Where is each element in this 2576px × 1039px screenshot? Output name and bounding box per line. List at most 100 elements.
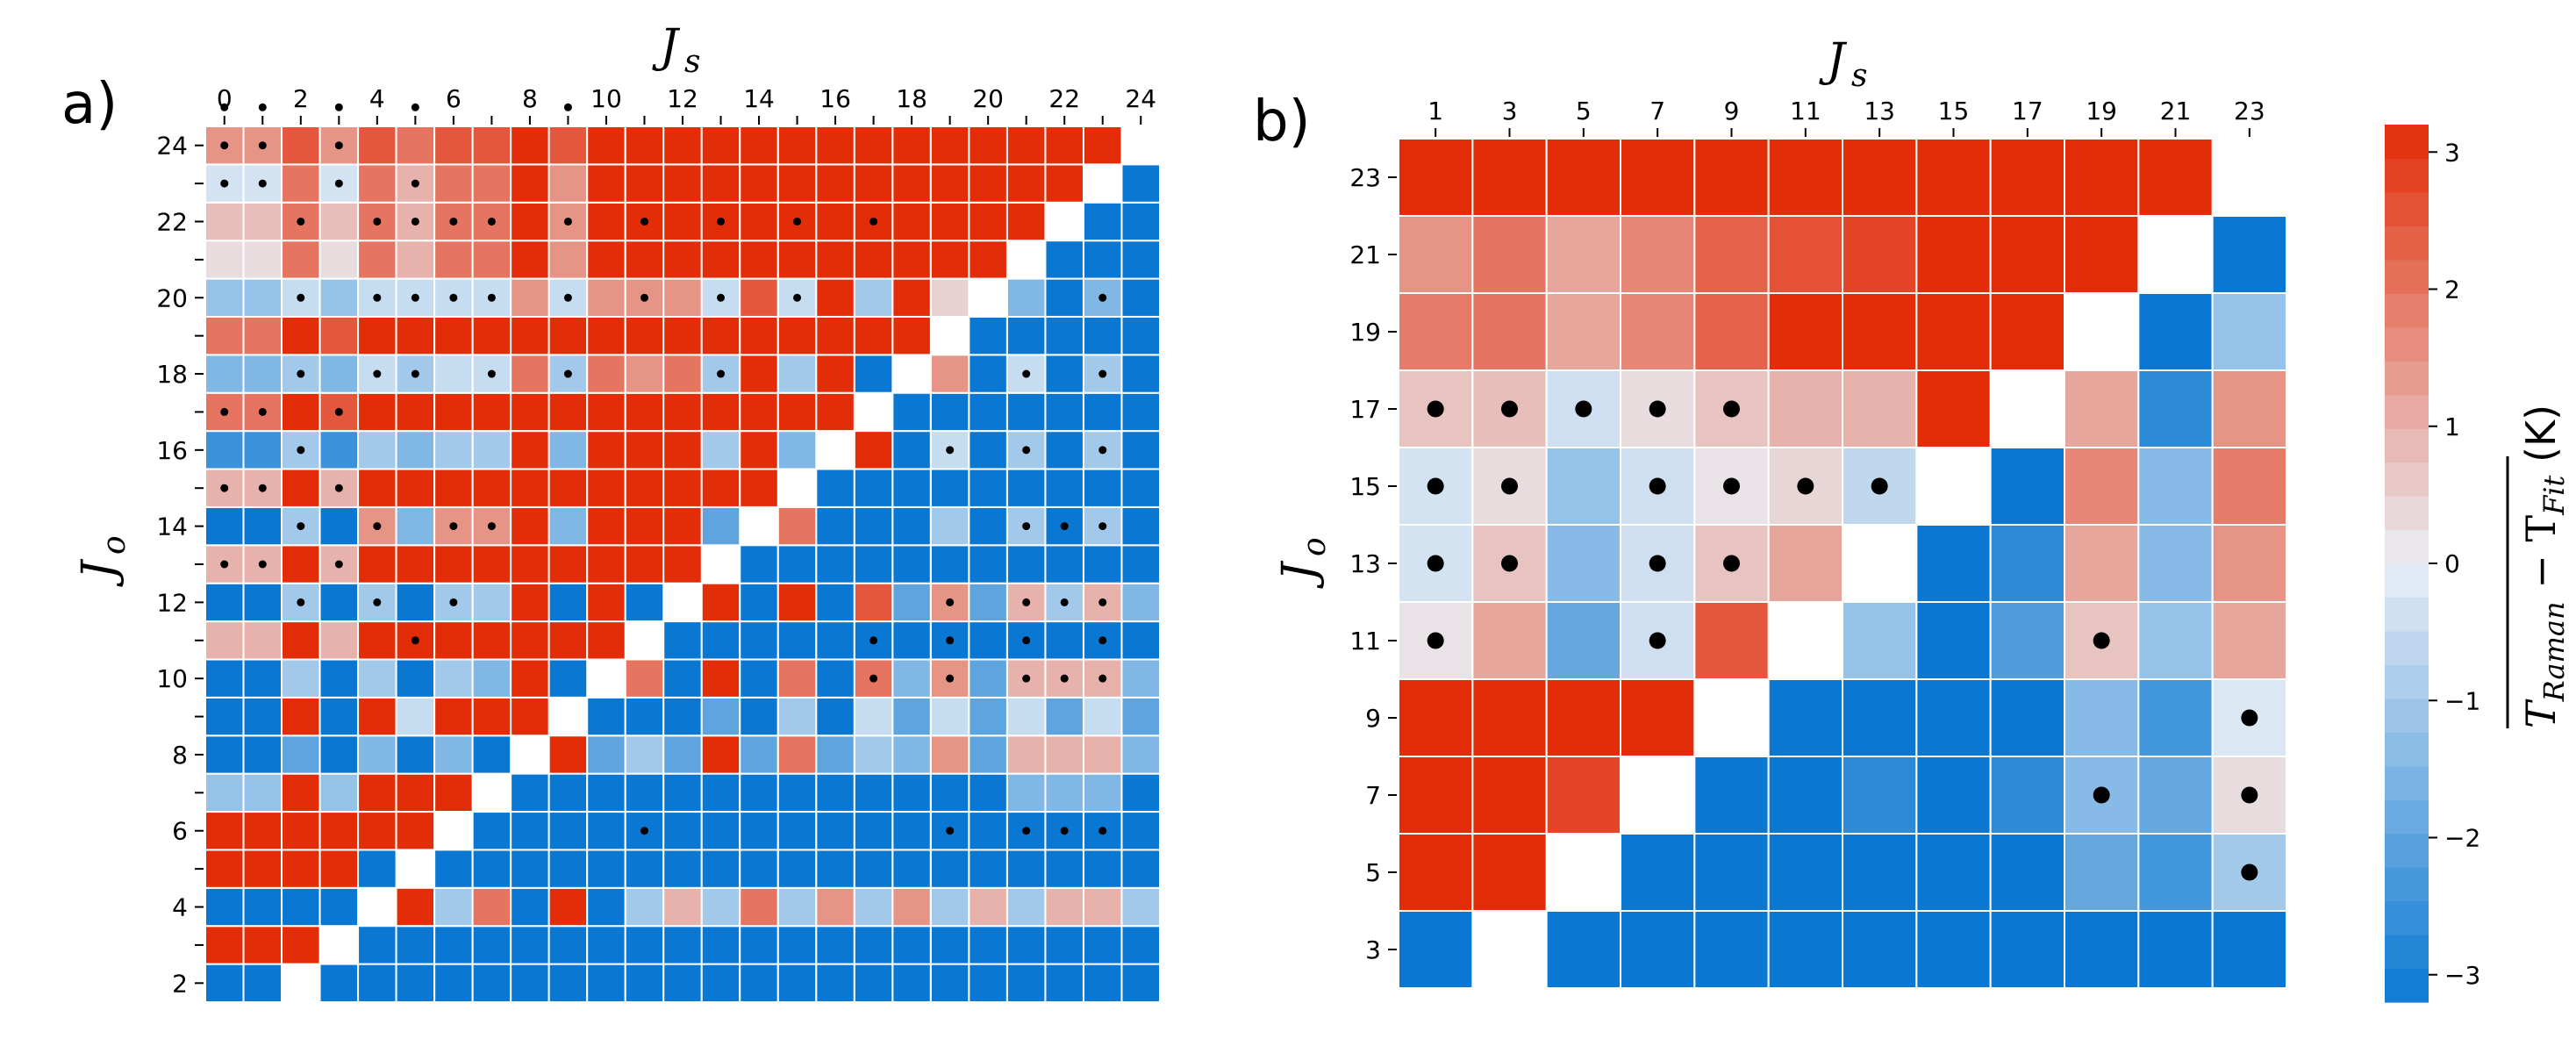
heatmap-cell (2137, 138, 2214, 217)
x-tick-label: 0 (217, 84, 233, 113)
heatmap-cell (700, 811, 741, 851)
heatmap-cell (510, 886, 550, 928)
heatmap-cell (776, 963, 818, 1003)
heatmap-cell (510, 430, 550, 470)
heatmap-cell (242, 201, 283, 242)
heatmap-cell (968, 582, 1008, 623)
heatmap-cell (281, 849, 321, 889)
heatmap-cell (1620, 678, 1696, 757)
x-axis-title-a: J s (652, 20, 700, 80)
significance-dot (1060, 522, 1069, 531)
heatmap-cell (662, 849, 703, 889)
heatmap-cell (662, 544, 703, 584)
heatmap-cell (547, 430, 589, 470)
heatmap-cell (776, 658, 818, 699)
heatmap-cell (2064, 910, 2140, 989)
colorbar-segment (2385, 799, 2429, 835)
significance-dot (1098, 674, 1107, 683)
heatmap-cell (1915, 292, 1992, 371)
heatmap-cell (1082, 391, 1123, 433)
significance-dot (258, 103, 267, 111)
significance-dot (1501, 477, 1518, 495)
heatmap-cell (1005, 696, 1047, 737)
heatmap-cell (624, 240, 665, 280)
x-tick-label: 20 (972, 84, 1004, 113)
heatmap-cell (2137, 524, 2214, 603)
heatmap-cell (968, 658, 1008, 699)
heatmap-cell (1044, 163, 1084, 204)
y-tick-label: 13 (1349, 549, 1381, 578)
heatmap-cell (1989, 678, 2066, 757)
heatmap-cell (357, 772, 397, 813)
significance-dot (297, 217, 305, 226)
heatmap-cell (281, 811, 321, 851)
heatmap-cell (815, 582, 855, 623)
panel-label-b: b) (1253, 90, 1311, 154)
heatmap-cell (700, 620, 741, 661)
colorbar-segment (2385, 293, 2429, 328)
heatmap-cell (357, 849, 397, 889)
heatmap-cell (968, 391, 1008, 433)
significance-dot (220, 141, 229, 150)
x-tick-label: 2 (293, 84, 309, 113)
significance-dot (869, 674, 878, 683)
heatmap-cell (281, 163, 321, 204)
heatmap-cell (395, 734, 436, 775)
heatmap-cell (547, 658, 589, 699)
heatmap-cell (1044, 430, 1084, 470)
heatmap-cell (968, 696, 1008, 737)
heatmap-cell (1120, 315, 1161, 356)
heatmap-cell (2064, 447, 2140, 526)
heatmap-cell (586, 505, 626, 547)
heatmap-cell (1767, 369, 1843, 448)
y-tick-label: 3 (1365, 935, 1381, 964)
heatmap-cell (739, 354, 779, 394)
heatmap-cell (318, 582, 360, 623)
heatmap-cell (624, 354, 665, 394)
heatmap-cell (318, 772, 360, 813)
heatmap-cell (2211, 369, 2288, 448)
heatmap-cell (318, 658, 360, 699)
significance-dot (373, 598, 382, 606)
colorbar-label-t2: − T (2517, 515, 2565, 602)
significance-dot (2093, 632, 2110, 649)
heatmap-cell (1915, 601, 1992, 680)
significance-dot (373, 293, 382, 302)
heatmap-cell (815, 886, 855, 928)
heatmap-cell (739, 240, 779, 280)
heatmap-cell (586, 886, 626, 928)
heatmap-cell (1989, 833, 2066, 912)
heatmap-cell (510, 163, 550, 204)
heatmap-cell (471, 391, 512, 433)
heatmap-cell (1120, 582, 1161, 623)
heatmap-cell (586, 734, 626, 775)
y-tick-label: 12 (156, 588, 188, 617)
x-tick-label: 16 (819, 84, 851, 113)
significance-dot (1022, 369, 1031, 378)
heatmap-cell (204, 849, 245, 889)
heatmap-cell (968, 125, 1008, 166)
heatmap-cell (547, 811, 589, 851)
heatmap-cell (891, 925, 932, 965)
heatmap-cell (853, 505, 894, 547)
heatmap-cell (891, 505, 932, 547)
heatmap-cell (1767, 215, 1843, 294)
significance-dot (1649, 555, 1666, 572)
y-tick-label: 4 (172, 893, 188, 922)
heatmap-cell (586, 696, 626, 737)
heatmap-cell (1545, 215, 1621, 294)
heatmap-cell (586, 277, 626, 318)
heatmap-cell (1005, 849, 1047, 889)
heatmap-cell (2137, 292, 2214, 371)
x-tick-label: 11 (1790, 97, 1821, 125)
heatmap-cell (815, 544, 855, 584)
heatmap-cell (204, 505, 245, 547)
heatmap-cell (395, 544, 436, 584)
significance-dot (258, 179, 267, 188)
heatmap-cell (1082, 696, 1123, 737)
heatmap-cell (700, 963, 741, 1003)
heatmap-cell (929, 354, 970, 394)
heatmap-cell (204, 811, 245, 851)
heatmap-cell (1842, 678, 1918, 757)
heatmap-cell (2064, 833, 2140, 912)
